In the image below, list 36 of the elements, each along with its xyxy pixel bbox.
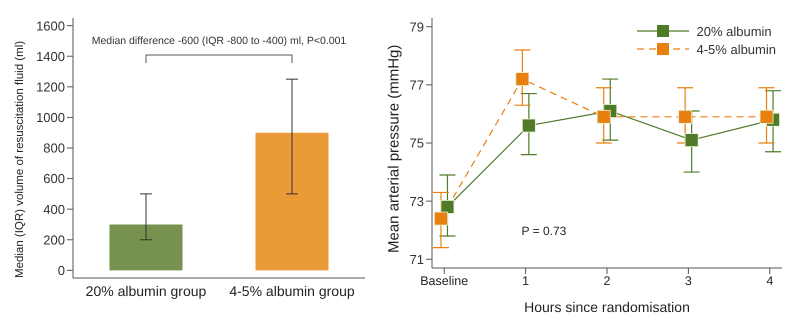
y-axis-title: Median (IQR) volume of resuscitation fluid (ml) (14, 40, 26, 278)
annotation: Median difference -600 (IQR -800 to -400) ml, P<0.001 (90, 34, 348, 47)
point (684, 133, 699, 147)
y-axis-title: Mean arterial pressure (mmHg) (385, 44, 402, 253)
y-tick-label: 79 (410, 19, 424, 34)
x-tick-label: 20% albumin group (86, 282, 207, 299)
y-tick-label: 0 (58, 262, 65, 278)
point (515, 72, 530, 86)
y-tick-label: 200 (43, 232, 65, 248)
legend-label: 4-5% albumin (696, 42, 776, 56)
y-tick-label: 800 (43, 140, 65, 156)
y-tick-label: 600 (43, 171, 65, 186)
y-tick-label: 1000 (36, 110, 65, 126)
point (434, 212, 448, 226)
point (522, 118, 536, 132)
x-tick-label: 3 (684, 274, 692, 288)
point (440, 200, 454, 214)
annotation: P = 0.73 (522, 224, 566, 238)
y-tick-label: 1400 (36, 48, 65, 64)
y-tick-label: 400 (43, 202, 65, 217)
x-tick-label: 1 (522, 274, 530, 288)
y-tick-label: 75 (410, 136, 424, 151)
y-tick-label: 71 (410, 252, 424, 267)
x-tick-label: 4-5% albumin group (229, 282, 355, 299)
y-tick-label: 73 (410, 194, 424, 209)
legend-label: 20% albumin (696, 24, 772, 38)
x-axis-title: Hours since randomisation (524, 299, 690, 315)
x-tick-label: 4 (766, 274, 774, 288)
point (760, 110, 774, 124)
point (678, 110, 692, 124)
point (596, 110, 611, 124)
y-tick-label: 1600 (36, 18, 65, 34)
x-tick-label: Baseline (420, 274, 468, 288)
y-tick-label: 77 (410, 77, 424, 92)
x-tick-label: 2 (604, 274, 611, 288)
y-tick-label: 1200 (36, 79, 65, 94)
